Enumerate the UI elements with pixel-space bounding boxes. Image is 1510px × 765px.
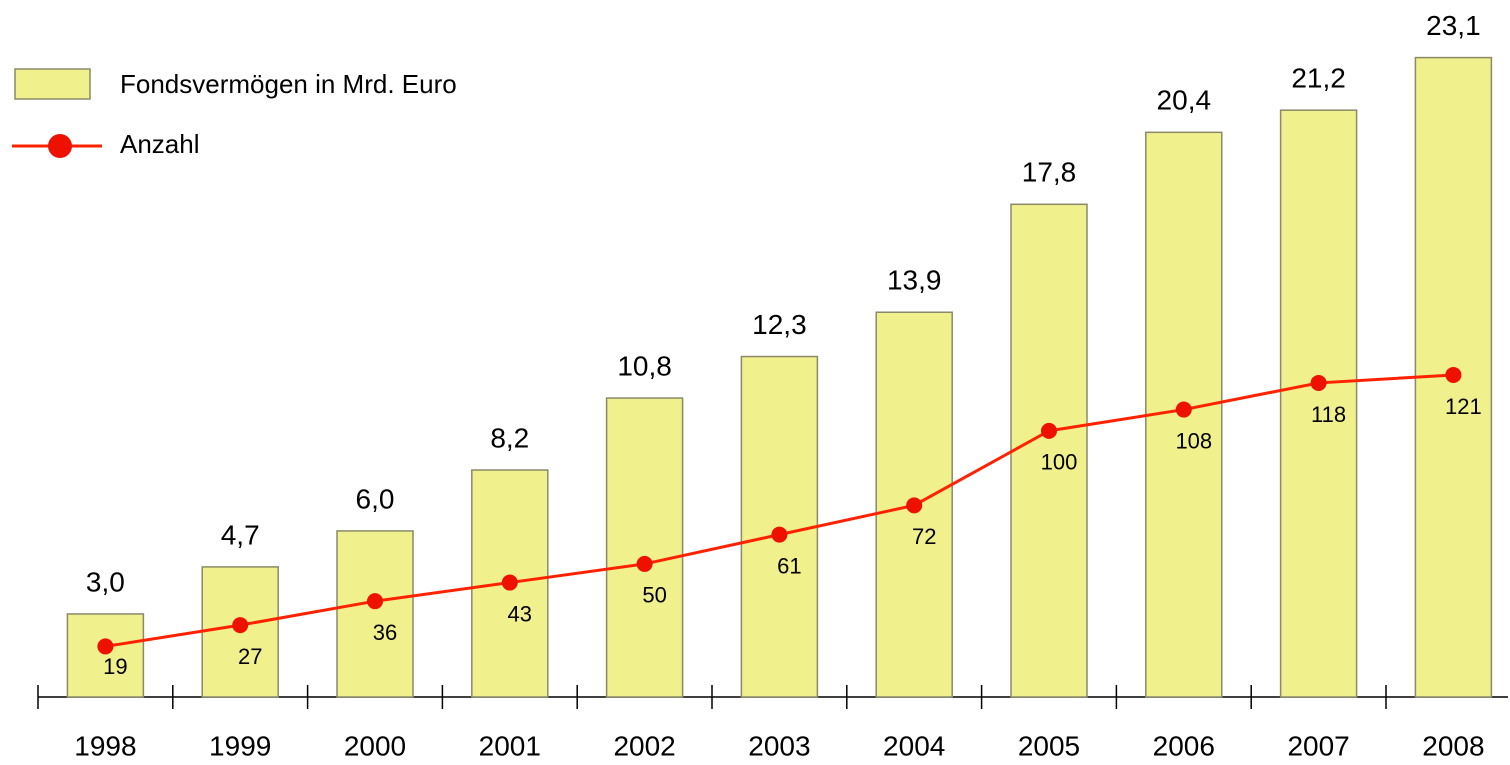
bar (605, 397, 684, 698)
bar-value-label: 12,3 (752, 309, 807, 340)
bar-value-label: 23,1 (1426, 10, 1481, 41)
line-value-label: 27 (238, 644, 262, 669)
line-value-label: 121 (1445, 394, 1482, 419)
line-value-label: 43 (508, 601, 532, 626)
line-marker (232, 617, 249, 634)
line-marker (906, 497, 923, 514)
legend-label: Anzahl (120, 129, 200, 159)
line-marker (636, 555, 653, 572)
x-tick-label: 2003 (748, 730, 810, 761)
line-marker (1445, 366, 1462, 383)
bar-value-label: 8,2 (490, 422, 529, 453)
line-marker (1175, 401, 1192, 418)
line-value-label: 72 (912, 524, 936, 549)
bar-value-label: 20,4 (1157, 85, 1212, 116)
line-marker (771, 526, 788, 543)
bar-value-label: 4,7 (221, 519, 260, 550)
bar (1010, 203, 1088, 698)
line-value-label: 61 (777, 553, 801, 578)
x-tick-label: 2008 (1422, 730, 1484, 761)
x-tick-label: 2006 (1153, 730, 1215, 761)
x-tick-label: 2004 (883, 730, 945, 761)
legend-swatch (14, 68, 91, 100)
bar (471, 469, 549, 698)
bar-value-label: 21,2 (1291, 63, 1346, 94)
line-value-label: 50 (642, 583, 666, 608)
bar-value-label: 17,8 (1022, 157, 1077, 188)
bar-value-label: 3,0 (86, 566, 125, 597)
line-value-label: 19 (103, 654, 127, 679)
line-marker (1041, 422, 1057, 439)
bar (1279, 109, 1358, 698)
x-tick-label: 2005 (1018, 730, 1080, 761)
x-tick-label: 1999 (209, 730, 271, 761)
line-marker (97, 638, 114, 655)
legend-marker (48, 134, 72, 158)
x-tick-label: 1998 (74, 730, 136, 761)
x-tick-label: 2000 (344, 730, 406, 761)
bar (336, 530, 414, 698)
bar-value-label: 6,0 (356, 483, 395, 514)
line-value-label: 108 (1175, 428, 1212, 453)
line-value-label: 100 (1041, 450, 1078, 475)
legend-label: Fondsvermögen in Mrd. Euro (120, 69, 457, 99)
line-value-label: 36 (373, 620, 397, 645)
x-tick-label: 2001 (479, 730, 541, 761)
line-marker (501, 574, 518, 591)
x-tick-label: 2007 (1287, 730, 1349, 761)
bar (66, 613, 145, 698)
line-marker (1310, 374, 1327, 391)
line-marker (367, 593, 383, 610)
bar-value-label: 10,8 (617, 350, 672, 381)
line-value-label: 118 (1311, 402, 1346, 427)
bar-value-label: 13,9 (887, 265, 942, 296)
x-tick-label: 2002 (613, 730, 675, 761)
